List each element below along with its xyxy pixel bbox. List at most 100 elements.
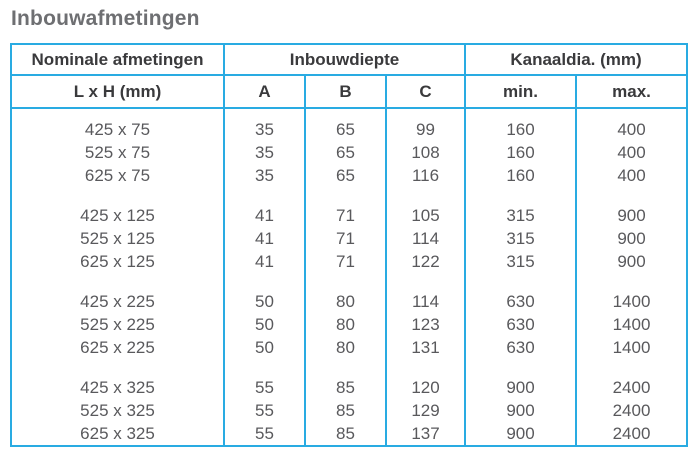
cell-c: 123 bbox=[411, 315, 440, 334]
row-group-4: 900 900 900 bbox=[466, 376, 575, 445]
cell-min: 900 bbox=[506, 424, 535, 443]
cell-c: 116 bbox=[411, 166, 440, 185]
column-min-values: 160 160 160 315 315 315 630 630 630 900 900 900 bbox=[466, 109, 577, 445]
cell-min: 900 bbox=[506, 401, 535, 420]
column-lxh-values: 425 x 75 525 x 75 625 x 75 425 x 125 525 x 1… bbox=[12, 109, 225, 445]
cell-min: 160 bbox=[506, 166, 535, 185]
row-group-3: 630 630 630 bbox=[466, 290, 575, 359]
cell-max: 1400 bbox=[612, 315, 651, 334]
cell-min: 315 bbox=[506, 252, 535, 271]
cell-max: 400 bbox=[617, 120, 646, 139]
cell-c: 108 bbox=[411, 143, 440, 162]
subheader-a: A bbox=[225, 76, 306, 109]
cell-max: 900 bbox=[617, 206, 646, 225]
cell-lxh: 525 x 225 bbox=[80, 315, 155, 334]
cell-a: 50 bbox=[255, 338, 274, 357]
cell-b: 85 bbox=[336, 401, 355, 420]
header-installation-depth: Inbouwdiepte bbox=[225, 45, 466, 76]
cell-c: 122 bbox=[411, 252, 440, 271]
row-group-2: 105 114 122 bbox=[387, 204, 464, 273]
cell-max: 400 bbox=[617, 143, 646, 162]
cell-a: 55 bbox=[255, 378, 274, 397]
cell-min: 630 bbox=[506, 315, 535, 334]
header-nominal-dimensions: Nominale afmetingen bbox=[12, 45, 225, 76]
cell-lxh: 625 x 75 bbox=[84, 166, 151, 185]
cell-a: 41 bbox=[255, 229, 274, 248]
cell-c: 99 bbox=[416, 120, 435, 139]
cell-lxh: 425 x 325 bbox=[80, 378, 155, 397]
row-group-4: 55 55 55 bbox=[225, 376, 304, 445]
subheader-max: max. bbox=[577, 76, 686, 109]
cell-lxh: 525 x 325 bbox=[80, 401, 155, 420]
cell-c: 129 bbox=[411, 401, 440, 420]
row-group-3: 80 80 80 bbox=[306, 290, 385, 359]
subheader-b: B bbox=[306, 76, 387, 109]
row-group-4: 425 x 325 525 x 325 625 x 325 bbox=[12, 376, 223, 445]
cell-a: 35 bbox=[255, 143, 274, 162]
cell-a: 50 bbox=[255, 315, 274, 334]
row-group-1: 35 35 35 bbox=[225, 118, 304, 187]
row-group-1: 99 108 116 bbox=[387, 118, 464, 187]
cell-min: 630 bbox=[506, 338, 535, 357]
subheader-min: min. bbox=[466, 76, 577, 109]
cell-a: 41 bbox=[255, 206, 274, 225]
cell-a: 55 bbox=[255, 401, 274, 420]
subheader-lxh: L x H (mm) bbox=[12, 76, 225, 109]
row-group-1: 425 x 75 525 x 75 625 x 75 bbox=[12, 118, 223, 187]
cell-min: 160 bbox=[506, 120, 535, 139]
cell-a: 41 bbox=[255, 252, 274, 271]
cell-max: 2400 bbox=[612, 378, 651, 397]
cell-lxh: 425 x 225 bbox=[80, 292, 155, 311]
cell-b: 65 bbox=[336, 120, 355, 139]
row-group-3: 114 123 131 bbox=[387, 290, 464, 359]
cell-max: 2400 bbox=[612, 401, 651, 420]
cell-b: 85 bbox=[336, 378, 355, 397]
cell-max: 1400 bbox=[612, 292, 651, 311]
cell-b: 80 bbox=[336, 292, 355, 311]
cell-a: 35 bbox=[255, 120, 274, 139]
cell-a: 55 bbox=[255, 424, 274, 443]
column-a-values: 35 35 35 41 41 41 50 50 50 55 55 55 bbox=[225, 109, 306, 445]
cell-c: 114 bbox=[411, 292, 440, 311]
row-group-4: 85 85 85 bbox=[306, 376, 385, 445]
row-group-1: 400 400 400 bbox=[577, 118, 686, 187]
cell-b: 71 bbox=[336, 229, 355, 248]
row-group-2: 41 41 41 bbox=[225, 204, 304, 273]
row-group-3: 50 50 50 bbox=[225, 290, 304, 359]
cell-max: 2400 bbox=[612, 424, 651, 443]
cell-c: 131 bbox=[411, 338, 440, 357]
cell-lxh: 525 x 125 bbox=[80, 229, 155, 248]
cell-a: 50 bbox=[255, 292, 274, 311]
cell-b: 85 bbox=[336, 424, 355, 443]
cell-b: 80 bbox=[336, 338, 355, 357]
header-duct-diameter: Kanaaldia. (mm) bbox=[466, 45, 686, 76]
subheader-c: C bbox=[387, 76, 466, 109]
cell-min: 900 bbox=[506, 378, 535, 397]
column-b-values: 65 65 65 71 71 71 80 80 80 85 85 85 bbox=[306, 109, 387, 445]
installation-dimensions-table: Nominale afmetingen Inbouwdiepte Kanaald… bbox=[10, 43, 688, 447]
cell-b: 80 bbox=[336, 315, 355, 334]
cell-max: 400 bbox=[617, 166, 646, 185]
cell-min: 160 bbox=[506, 143, 535, 162]
cell-lxh: 525 x 75 bbox=[84, 143, 151, 162]
cell-max: 900 bbox=[617, 252, 646, 271]
row-group-3: 425 x 225 525 x 225 625 x 225 bbox=[12, 290, 223, 359]
cell-lxh: 625 x 225 bbox=[80, 338, 155, 357]
row-group-2: 315 315 315 bbox=[466, 204, 575, 273]
cell-min: 315 bbox=[506, 206, 535, 225]
cell-b: 65 bbox=[336, 166, 355, 185]
cell-c: 137 bbox=[411, 424, 440, 443]
cell-lxh: 425 x 125 bbox=[80, 206, 155, 225]
row-group-3: 1400 1400 1400 bbox=[577, 290, 686, 359]
column-max-values: 400 400 400 900 900 900 1400 1400 1400 2400 2400 24… bbox=[577, 109, 686, 445]
cell-a: 35 bbox=[255, 166, 274, 185]
cell-lxh: 425 x 75 bbox=[84, 120, 151, 139]
cell-lxh: 625 x 125 bbox=[80, 252, 155, 271]
row-group-4: 120 129 137 bbox=[387, 376, 464, 445]
cell-b: 71 bbox=[336, 206, 355, 225]
cell-b: 71 bbox=[336, 252, 355, 271]
cell-b: 65 bbox=[336, 143, 355, 162]
cell-c: 120 bbox=[411, 378, 440, 397]
row-group-2: 900 900 900 bbox=[577, 204, 686, 273]
cell-c: 114 bbox=[411, 229, 440, 248]
